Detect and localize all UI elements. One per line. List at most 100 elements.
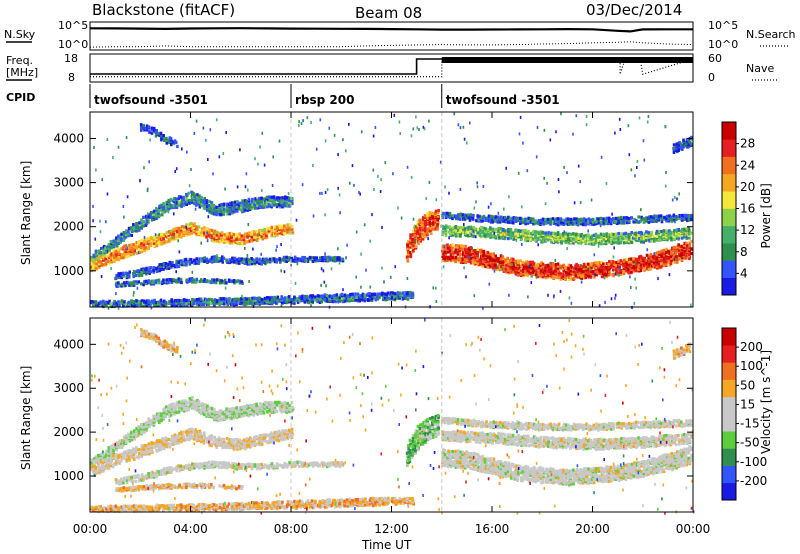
power-data-cell [662,232,665,236]
power-data-cell [92,264,95,268]
power-data-cell [632,264,636,268]
power-scatter-cell [158,233,160,237]
power-scatter-cell [147,212,149,216]
power-data-cell [457,244,460,248]
power-data-cell [123,244,126,249]
power-data-cell [509,236,512,240]
power-data-cell [230,302,234,306]
power-data-cell [225,281,228,285]
power-data-cell [167,232,171,236]
power-data-cell [324,299,327,303]
power-data-cell [482,249,486,253]
power-scatter-cell [471,246,473,250]
power-data-cell [564,275,567,279]
power-data-cell [534,219,538,223]
power-data-cell [213,205,217,209]
cpid-bar: CPID twofsound -3501 rbsp 200 twofsound -3… [6,84,560,108]
power-data-cell [617,241,621,245]
power-data-cell [602,240,606,244]
power-data-cell [479,261,482,265]
power-scatter-cell [359,192,361,196]
power-data-cell [614,234,617,238]
power-data-cell [685,217,688,221]
power-data-cell [104,300,108,304]
power-data-cell [237,297,241,301]
power-data-cell [617,271,621,275]
power-data-cell [564,231,568,235]
power-data-cell [333,297,336,301]
power-data-cell [107,259,110,263]
power-data-cell [602,270,606,274]
power-data-cell [449,229,453,233]
power-data-cell [180,259,183,263]
power-data-cell [95,262,98,266]
power-data-cell [670,219,673,223]
power-data-cell [158,208,161,212]
power-data-cell [258,199,261,203]
power-scatter-cell [107,306,110,310]
power-data-cell [178,200,181,204]
power-data-cell [667,232,671,236]
power-data-cell [557,223,560,227]
power-data-cell [511,234,515,238]
power-scatter-cell [149,138,151,142]
power-data-cell [230,205,234,209]
power-data-cell [142,299,146,303]
power-data-cell [227,278,231,282]
power-data-cell [541,221,545,225]
frequency-tick-bottom: 8 [68,71,75,84]
power-data-cell [170,141,174,145]
power-data-cell [407,240,410,244]
power-data-cell [134,280,138,284]
power-data-cell [670,238,673,242]
power-data-cell [244,199,247,203]
power-data-cell [434,227,438,231]
power-data-cell [177,226,180,230]
power-data-cell [210,209,213,213]
power-data-cell [270,295,274,300]
power-data-cell [572,271,575,275]
power-data-cell [225,202,229,206]
power-scatter-cell [412,217,415,221]
power-data-cell [238,281,242,285]
power-data-cell [278,231,282,235]
power-data-cell [600,260,603,265]
power-data-cell [647,256,650,260]
power-data-cell [172,140,175,144]
power-data-cell [102,251,106,255]
power-scatter-cell [175,270,177,274]
power-data-cell [673,260,676,264]
power-scatter-cell [224,187,226,191]
power-data-cell [215,255,219,259]
power-data-cell [258,235,262,239]
power-data-cell [366,292,370,296]
power-scatter-cell [559,289,562,293]
power-data-cell [246,232,250,236]
power-data-cell [677,243,680,247]
power-scatter-cell [139,178,141,182]
power-data-cell [556,231,560,235]
power-data-cell [115,284,119,288]
power-data-cell [497,232,500,236]
power-data-cell [97,303,100,307]
power-data-cell [489,219,492,223]
power-data-cell [363,293,367,297]
power-data-cell [529,260,533,264]
power-data-cell [522,265,526,269]
power-data-cell [509,268,512,272]
power-data-cell [215,213,218,217]
power-data-cell [163,299,166,303]
power-data-cell [411,229,415,233]
power-scatter-cell [577,164,580,168]
power-data-cell [140,226,143,230]
power-data-cell [280,295,283,299]
power-data-cell [462,254,465,258]
power-data-cell [97,255,101,259]
power-data-cell [243,232,247,236]
power-data-cell [461,244,465,248]
power-scatter-cell [537,243,539,247]
power-data-cell [278,196,281,200]
power-data-cell [610,261,613,265]
power-data-cell [502,267,505,271]
power-data-cell [132,269,136,274]
